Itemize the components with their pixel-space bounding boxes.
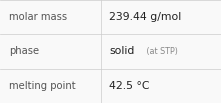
- Text: melting point: melting point: [9, 81, 75, 91]
- Text: phase: phase: [9, 46, 39, 57]
- Text: (at STP): (at STP): [144, 47, 178, 56]
- Text: solid: solid: [109, 46, 135, 57]
- Text: 42.5 °C: 42.5 °C: [109, 81, 150, 91]
- Text: molar mass: molar mass: [9, 12, 67, 22]
- Text: 239.44 g/mol: 239.44 g/mol: [109, 12, 182, 22]
